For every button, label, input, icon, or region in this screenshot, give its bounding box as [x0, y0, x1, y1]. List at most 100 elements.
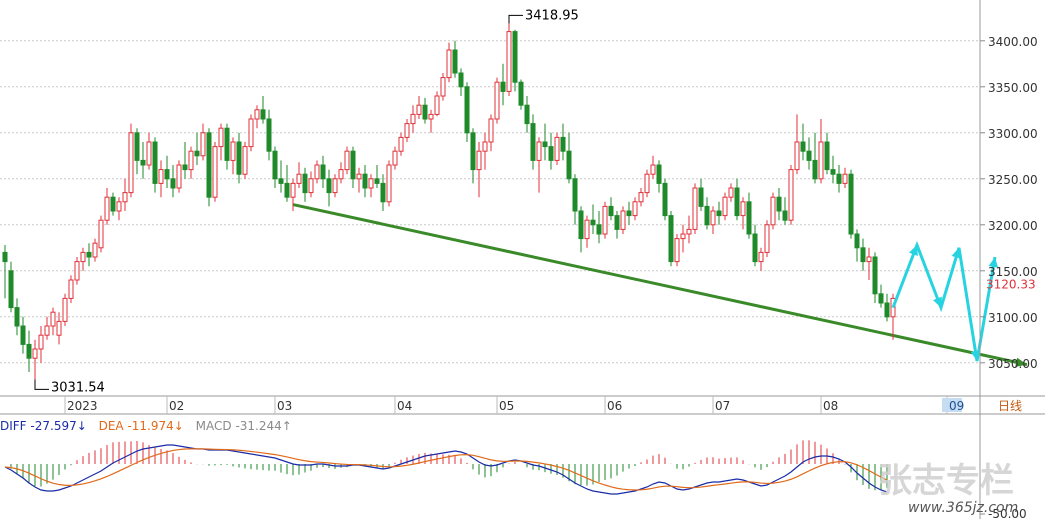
macd-legend: DIFF -27.597↓ DEA -11.974↓ MACD -31.244↑	[0, 419, 292, 433]
candle-body	[806, 150, 812, 161]
candle-body	[458, 72, 464, 88]
candle-body	[740, 201, 746, 217]
candle-body	[752, 233, 758, 263]
candle-body	[572, 178, 578, 212]
candle-body	[608, 205, 614, 217]
candle-body	[650, 164, 656, 175]
candle-body	[38, 334, 44, 350]
candle-body	[710, 210, 716, 226]
candle-body	[392, 150, 398, 166]
macd-value-legend: MACD -31.244↑	[196, 419, 292, 433]
candle-body	[530, 123, 536, 161]
candle-body	[188, 150, 194, 171]
price-grid	[0, 40, 980, 364]
candle-body	[524, 104, 530, 125]
candle-body	[170, 178, 176, 189]
candle-body	[68, 279, 74, 299]
candle-body	[794, 141, 800, 171]
high-label: 3418.95	[525, 8, 579, 23]
candle-body	[314, 164, 320, 180]
candle-body	[410, 113, 416, 125]
candle-body	[734, 187, 740, 217]
macd-bars	[10, 440, 888, 491]
candle-body	[626, 210, 632, 217]
candle-body	[536, 141, 542, 161]
candle-body	[20, 325, 26, 345]
candle-body	[14, 307, 20, 327]
low-marker	[34, 379, 49, 390]
candle-body	[770, 196, 776, 226]
candle-body	[674, 238, 680, 263]
trendline-layer	[292, 203, 1028, 367]
candle-body	[116, 201, 122, 212]
candle-body	[2, 251, 8, 263]
candle-body	[212, 146, 218, 198]
candle-body	[158, 169, 164, 184]
price-tick-label: 3200.00	[988, 219, 1038, 233]
low-label: 3031.54	[51, 380, 105, 395]
price-pane: 3418.95 3031.54 3120.33	[0, 8, 1036, 395]
date-tick-label: 04	[397, 399, 412, 413]
candle-body	[758, 251, 764, 263]
period-label: 日线	[998, 399, 1022, 413]
date-tick-label: 03	[277, 399, 292, 413]
candle-body	[290, 182, 296, 198]
candle-body	[800, 141, 806, 152]
price-tick-label: 3350.00	[988, 81, 1038, 95]
candle-body	[680, 233, 686, 240]
candle-body	[662, 182, 668, 217]
candle-body	[224, 127, 230, 161]
candle-body	[590, 219, 596, 226]
candle-body	[422, 104, 428, 120]
candle-body	[884, 302, 890, 318]
candle-body	[854, 233, 860, 249]
candle-body	[344, 150, 350, 171]
price-tick-label: 3400.00	[988, 35, 1038, 49]
candle-body	[518, 81, 524, 106]
candle-body	[584, 219, 590, 240]
candle-body	[386, 164, 392, 203]
candle-body	[602, 205, 608, 235]
candle-body	[260, 109, 266, 120]
candle-body	[470, 132, 476, 171]
candle-body	[62, 297, 68, 322]
watermark: 张志专栏 www.365jz.com	[878, 461, 1018, 516]
candle-body	[194, 150, 200, 157]
candle-body	[704, 205, 710, 226]
candle-body	[842, 173, 848, 184]
projection-arrowhead	[908, 245, 918, 257]
candle-body	[692, 187, 698, 230]
projection-layer	[891, 240, 999, 362]
candle-body	[302, 173, 308, 194]
candle-body	[272, 150, 278, 180]
candle-body	[548, 146, 554, 161]
candles	[2, 23, 896, 380]
price-tick-label: 3300.00	[988, 127, 1038, 141]
candle-body	[380, 182, 386, 203]
candle-body	[512, 31, 518, 83]
candle-body	[722, 196, 728, 217]
candle-body	[176, 164, 182, 189]
candle-body	[698, 187, 704, 207]
candle-body	[242, 146, 248, 175]
candle-body	[788, 169, 794, 221]
candle-body	[830, 169, 836, 175]
price-tick-label: 3150.00	[988, 265, 1038, 279]
watermark-brand: 张志专栏	[878, 461, 1014, 501]
date-tick-label: 02	[169, 399, 184, 413]
candle-body	[746, 201, 752, 235]
candle-body	[248, 118, 254, 148]
macd-tick-label: -50.00	[988, 507, 1027, 519]
candle-body	[818, 141, 824, 180]
candle-body	[308, 178, 314, 194]
candle-body	[266, 118, 272, 152]
candle-body	[32, 348, 38, 359]
price-tick-label: 3100.00	[988, 311, 1038, 325]
candle-body	[668, 215, 674, 263]
downtrend-arrowhead	[1015, 357, 1027, 367]
candle-body	[716, 210, 722, 217]
projection-arrowhead	[932, 296, 942, 308]
date-tick-label: 05	[499, 399, 514, 413]
price-tick-label: 3250.00	[988, 173, 1038, 187]
